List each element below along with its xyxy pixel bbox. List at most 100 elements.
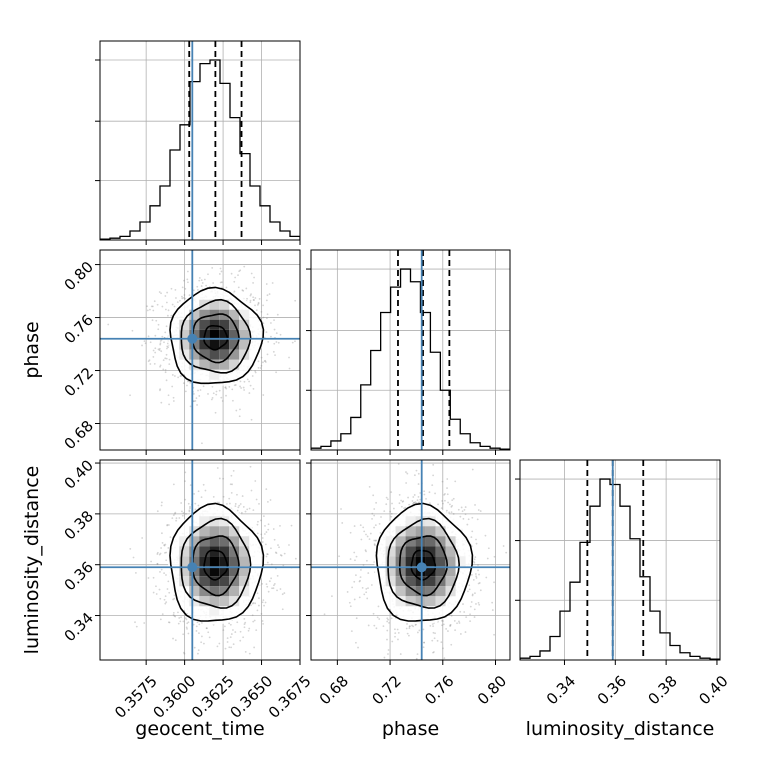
sample-point (186, 627, 188, 630)
density-cell (199, 536, 210, 547)
sample-point (225, 387, 228, 390)
x-axis-label-phase: phase (382, 718, 439, 740)
sample-point (475, 542, 478, 545)
density-cell (209, 566, 220, 577)
sample-point (373, 624, 376, 627)
sample-point (184, 480, 186, 483)
sample-point (223, 625, 226, 628)
sample-point (386, 617, 389, 620)
sample-point (159, 389, 161, 392)
contour-level (399, 535, 449, 597)
density-cell (209, 329, 220, 340)
sample-point (252, 299, 255, 301)
sample-point (257, 604, 260, 607)
sample-point (277, 341, 280, 344)
sample-point (177, 376, 180, 379)
density-cell (239, 556, 250, 567)
sample-point (264, 543, 267, 546)
x-tick-label-geocent_time: 0.3675 (265, 672, 315, 722)
density-cell (405, 536, 416, 547)
sample-point (282, 564, 285, 567)
sample-point (166, 342, 169, 345)
sample-point (415, 657, 418, 660)
sample-point (208, 636, 211, 639)
sample-point (131, 329, 134, 332)
sample-point (230, 646, 233, 649)
sample-point (252, 620, 255, 623)
sample-point (150, 305, 153, 308)
truth-marker (187, 562, 198, 573)
sample-point (431, 623, 434, 625)
sample-point (173, 615, 176, 617)
sample-point (368, 538, 371, 541)
sample-point (469, 613, 471, 616)
sample-point (167, 309, 170, 312)
sample-point (249, 384, 252, 387)
sample-point (416, 499, 419, 502)
sample-point (484, 534, 487, 537)
sample-point (232, 643, 235, 646)
sample-point (195, 630, 198, 632)
sample-point (387, 653, 389, 655)
sample-point (271, 282, 274, 284)
density-cell (239, 339, 250, 350)
sample-point (373, 544, 376, 547)
density-cell (209, 349, 220, 360)
sample-point (167, 580, 170, 583)
density-cell (229, 349, 240, 360)
sample-point (214, 411, 217, 414)
sample-point (432, 463, 435, 466)
sample-point (234, 384, 237, 386)
sample-point (255, 498, 258, 501)
sample-point (279, 588, 282, 590)
sample-point (152, 356, 155, 358)
x-axis-label-geocent_time: geocent_time (135, 718, 264, 740)
sample-point (164, 602, 167, 605)
sample-point (386, 638, 388, 641)
sample-point (143, 622, 146, 624)
sample-point (160, 504, 163, 507)
sample-point (363, 530, 366, 533)
sample-point (367, 624, 370, 627)
sample-point (375, 627, 378, 630)
sample-point (148, 359, 151, 362)
sample-point (434, 492, 436, 495)
sample-point (368, 485, 371, 488)
sample-point (166, 345, 169, 348)
sample-point (249, 299, 252, 302)
sample-point (160, 292, 162, 295)
sample-point (246, 297, 248, 300)
sample-point (225, 286, 228, 289)
sample-point (266, 553, 269, 556)
sample-point (164, 368, 167, 371)
sample-point (235, 409, 238, 412)
panel-phase-vs-luminosity_distance: 0.68 0.72 0.76 0.80 (306, 459, 511, 708)
hist-panel-geocent_time (95, 40, 301, 245)
sample-point (236, 509, 239, 512)
sample-point (222, 495, 225, 498)
sample-point (470, 601, 473, 603)
sample-point (459, 610, 462, 613)
sample-point (173, 451, 175, 453)
sample-point (218, 501, 220, 504)
truth-marker (187, 333, 198, 344)
sample-point (413, 474, 416, 477)
sample-point (252, 282, 254, 284)
sample-point (450, 643, 453, 646)
sample-point (171, 374, 174, 376)
density-cell (445, 556, 456, 567)
density-cell (179, 566, 190, 577)
sample-point (184, 471, 187, 474)
sample-point (134, 621, 136, 624)
sample-point (462, 517, 465, 520)
sample-point (172, 514, 175, 517)
sample-point (366, 535, 369, 538)
x-axis-label-luminosity_distance: luminosity_distance (526, 718, 715, 740)
sample-point (215, 390, 218, 393)
sample-point (187, 632, 190, 635)
sample-point (237, 286, 240, 289)
sample-point (431, 639, 434, 642)
contour-level (169, 286, 265, 385)
sample-point (238, 415, 241, 418)
sample-point (261, 582, 264, 585)
